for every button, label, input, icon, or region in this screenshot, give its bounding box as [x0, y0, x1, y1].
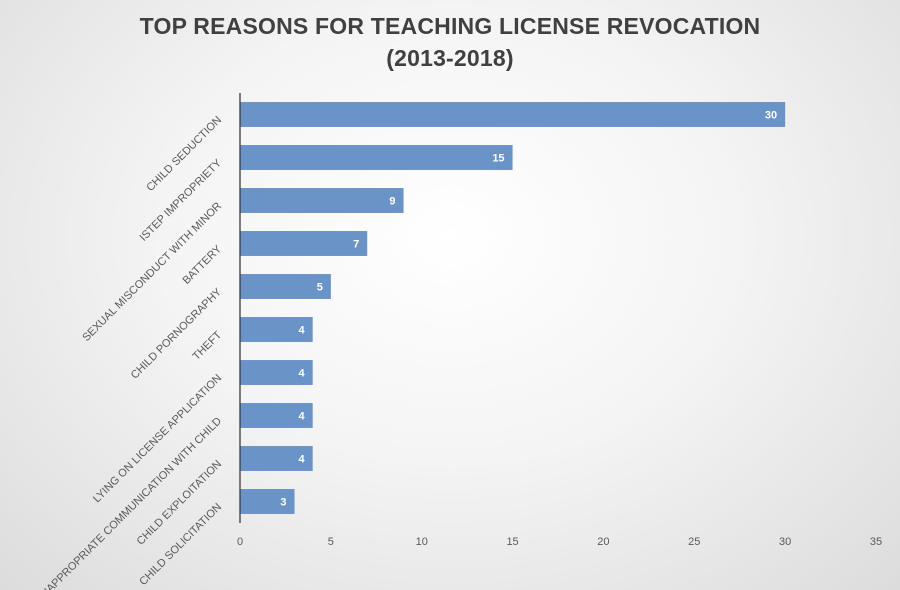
category-label: CHILD SOLICITATION [137, 501, 224, 588]
bar [240, 446, 313, 471]
data-label: 30 [765, 110, 777, 122]
x-tick-label: 0 [237, 536, 243, 548]
category-label: THEFT [191, 329, 225, 363]
category-label: CHILD EXPLOITATION [135, 458, 224, 547]
x-tick-label: 15 [506, 536, 518, 548]
data-label: 9 [389, 196, 395, 208]
chart-title-line-1: TOP REASONS FOR TEACHING LICENSE REVOCAT… [139, 13, 761, 39]
bar [240, 489, 295, 514]
x-tick-label: 35 [870, 536, 882, 548]
x-tick-label: 30 [779, 536, 791, 548]
x-tick-label: 20 [597, 536, 609, 548]
bar [240, 188, 404, 213]
category-label: CHILD SEDUCTION [144, 114, 224, 194]
category-label: BATTERY [180, 243, 224, 287]
data-label: 4 [299, 325, 306, 337]
data-label: 4 [299, 454, 306, 466]
x-tick-label: 10 [416, 536, 428, 548]
x-tick-label: 5 [328, 536, 334, 548]
category-label: INAPPROPRIATE COMMUNICATION WITH CHILD [37, 415, 225, 590]
chart-title-line-2: (2013-2018) [386, 45, 514, 71]
data-label: 5 [317, 282, 323, 294]
data-label: 4 [299, 368, 306, 380]
bar [240, 274, 331, 299]
bar [240, 145, 513, 170]
category-label: ISTEP IMPROPRIETY [138, 157, 225, 244]
chart-title: TOP REASONS FOR TEACHING LICENSE REVOCAT… [0, 10, 900, 74]
bar [240, 403, 313, 428]
bar [240, 360, 313, 385]
data-label: 15 [492, 153, 504, 165]
bar [240, 231, 368, 256]
data-label: 4 [299, 411, 306, 423]
x-tick-label: 25 [688, 536, 700, 548]
data-label: 3 [280, 497, 286, 509]
data-label: 7 [353, 239, 359, 251]
bar [240, 317, 313, 342]
bar [240, 102, 786, 127]
